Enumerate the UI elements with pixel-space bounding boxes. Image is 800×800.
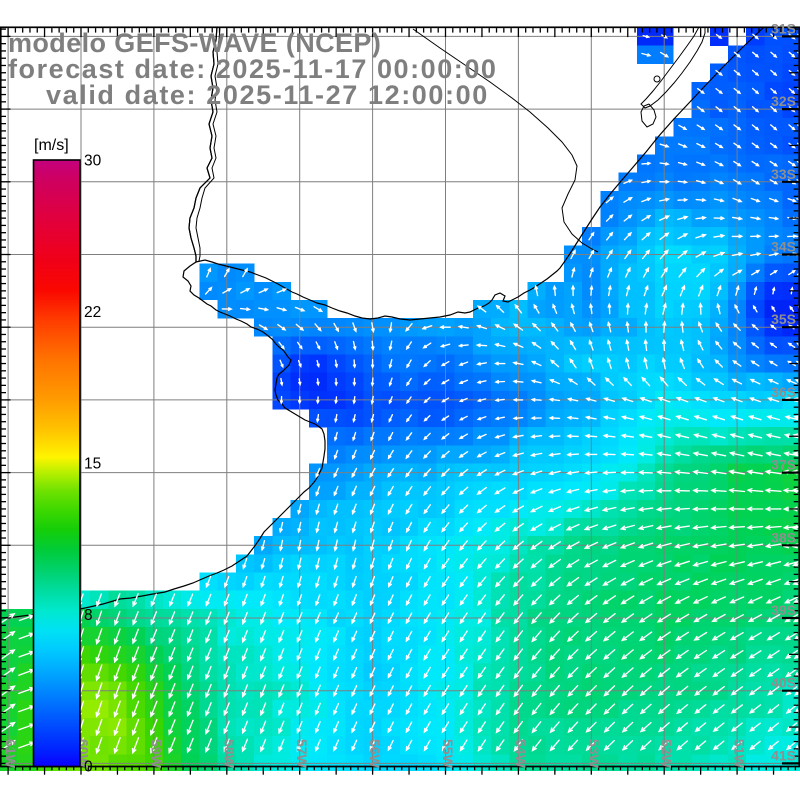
svg-text:15: 15 [84, 456, 101, 473]
svg-text:32S: 32S [771, 93, 796, 109]
svg-text:[m/s]: [m/s] [34, 137, 69, 154]
svg-text:55W: 55W [440, 739, 456, 769]
svg-text:41S: 41S [771, 747, 796, 763]
svg-text:30: 30 [84, 153, 102, 170]
svg-text:37S: 37S [771, 457, 796, 473]
svg-text:forecast date: 2025-11-17 00:0: forecast date: 2025-11-17 00:00:00 [8, 54, 497, 84]
svg-text:22: 22 [84, 304, 101, 321]
svg-text:52W: 52W [659, 739, 675, 769]
svg-text:54W: 54W [513, 739, 529, 769]
svg-text:56W: 56W [367, 739, 383, 769]
svg-text:35S: 35S [771, 311, 796, 327]
svg-text:34S: 34S [771, 239, 796, 255]
svg-text:33S: 33S [771, 166, 796, 182]
svg-text:39S: 39S [771, 602, 796, 618]
svg-text:valid date: 2025-11-27 12:00:0: valid date: 2025-11-27 12:00:00 [46, 80, 489, 110]
svg-text:0: 0 [84, 759, 93, 776]
svg-text:59W: 59W [148, 739, 164, 769]
svg-text:modelo GEFS-WAVE (NCEP): modelo GEFS-WAVE (NCEP) [8, 28, 381, 58]
svg-text:61W: 61W [3, 739, 19, 769]
svg-text:53W: 53W [586, 739, 602, 769]
svg-text:40S: 40S [771, 675, 796, 691]
svg-text:57W: 57W [294, 739, 310, 769]
svg-text:8: 8 [84, 607, 93, 624]
svg-text:31S: 31S [771, 20, 796, 36]
svg-text:58W: 58W [221, 739, 237, 769]
svg-text:38S: 38S [771, 529, 796, 545]
svg-text:36S: 36S [771, 384, 796, 400]
svg-text:51W: 51W [732, 739, 748, 769]
